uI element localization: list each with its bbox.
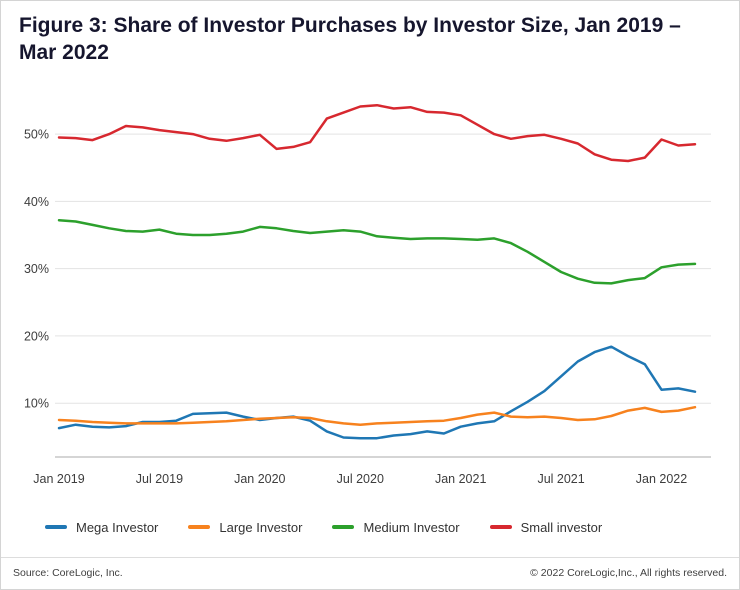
x-tick-label: Jan 2019 — [33, 472, 84, 486]
legend-label: Mega Investor — [76, 519, 159, 535]
series-line-small-investor — [57, 103, 697, 162]
series-line-mega-investor — [57, 345, 697, 440]
legend-item-mega-investor: Mega Investor — [45, 520, 158, 535]
legend-marker-small-investor — [489, 525, 512, 530]
legend-label: Medium Investor — [363, 519, 460, 535]
legend-item-small-investor: Small investor — [489, 519, 603, 535]
x-tick-label: Jan 2020 — [234, 472, 285, 486]
legend: Mega Investor Large Investor Medium Invest… — [19, 510, 721, 549]
footer: Source: CoreLogic, Inc. © 2022 CoreLogic… — [1, 557, 739, 589]
legend-label: Large Investor — [219, 519, 303, 535]
series-line-medium-investor — [57, 218, 697, 285]
legend-marker-medium-investor — [332, 525, 355, 530]
y-tick-label: 10% — [24, 396, 49, 410]
x-tick-label: Jan 2021 — [435, 472, 486, 486]
legend-item-large-investor: Large Investor — [188, 520, 302, 535]
y-tick-label: 50% — [24, 127, 49, 141]
figure-body: Figure 3: Share of Investor Purchases by… — [1, 1, 739, 557]
y-tick-label: 30% — [24, 262, 49, 276]
legend-label: Small investor — [520, 519, 603, 535]
x-tick-label: Jul 2020 — [337, 472, 384, 486]
y-tick-label: 40% — [24, 195, 49, 209]
line-chart: 10% 20% 30% 40% 50% Jan 2019 Jul 2019 Jan 2020 J… — [24, 103, 711, 486]
legend-marker-mega-investor — [45, 525, 67, 530]
series-line-large-investor — [57, 405, 697, 426]
footer-source: Source: CoreLogic, Inc. — [13, 567, 123, 579]
y-tick-label: 20% — [24, 329, 49, 343]
legend-item-medium-investor: Medium Investor — [332, 519, 460, 535]
x-tick-label: Jul 2019 — [136, 472, 183, 486]
x-tick-label: Jan 2022 — [636, 472, 687, 486]
chart-area: 10% 20% 30% 40% 50% Jan 2019 Jul 2019 Jan 2020 J… — [19, 75, 721, 510]
x-tick-label: Jul 2021 — [537, 472, 584, 486]
footer-copyright: © 2022 CoreLogic,Inc., All rights reserv… — [530, 567, 727, 579]
figure-title: Figure 3: Share of Investor Purchases by… — [19, 14, 681, 64]
legend-marker-large-investor — [188, 525, 211, 530]
